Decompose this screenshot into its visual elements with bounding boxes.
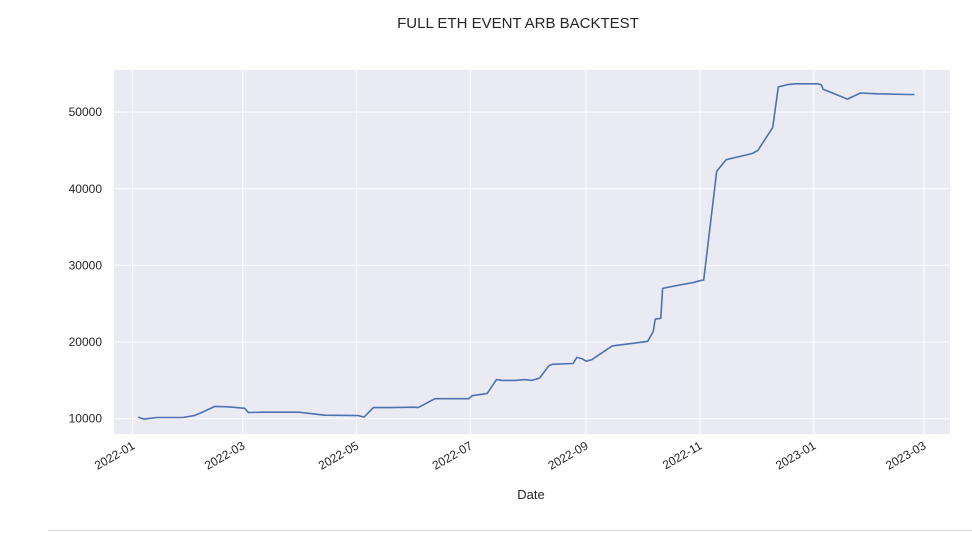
y-tick-label: 20000 (69, 335, 103, 349)
x-tick-label: 2022-11 (660, 438, 705, 472)
x-tick-label: 2022-09 (545, 438, 590, 472)
series-layer (138, 83, 915, 420)
x-tick-label: 2022-01 (92, 438, 137, 472)
x-tick-label: 2023-01 (773, 438, 818, 472)
plot-area (114, 70, 950, 434)
y-tick-label: 30000 (69, 258, 103, 272)
y-axis-ticks: 10000 20000 30000 40000 50000 (69, 105, 103, 426)
x-tick-label: 2023-03 (883, 438, 928, 472)
y-tick-label: 50000 (69, 105, 103, 119)
series-line (138, 83, 915, 420)
chart-title: FULL ETH EVENT ARB BACKTEST (397, 15, 639, 32)
y-tick-label: 40000 (69, 182, 103, 196)
x-tick-label: 2022-07 (430, 438, 475, 472)
bottom-divider (48, 530, 972, 531)
grid-lines (114, 70, 950, 434)
x-tick-label: 2022-05 (316, 438, 361, 472)
x-tick-label: 2022-03 (202, 438, 247, 472)
x-axis-ticks: 2022-01 2022-03 2022-05 2022-07 2022-09 2022-… (92, 438, 929, 472)
y-tick-label: 10000 (69, 412, 103, 426)
x-axis-label: Date (517, 487, 544, 502)
